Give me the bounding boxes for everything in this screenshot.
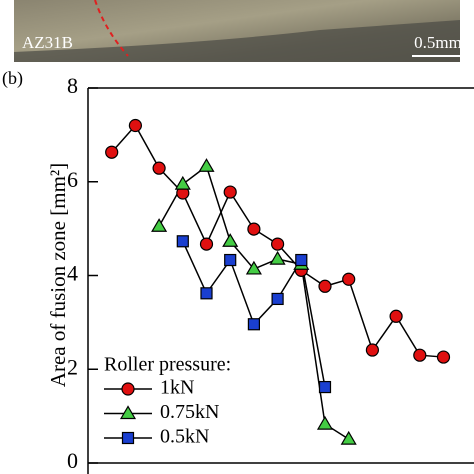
data-point bbox=[365, 343, 379, 357]
micrograph: AZ31B 0.5mm bbox=[14, 0, 462, 62]
legend-title: Roller pressure: bbox=[104, 354, 231, 376]
data-point bbox=[413, 348, 427, 362]
scale-label: 0.5mm bbox=[414, 33, 462, 52]
legend-marker bbox=[119, 405, 137, 420]
data-point bbox=[318, 380, 332, 394]
legend-label: 0.75kN bbox=[160, 401, 219, 423]
data-point bbox=[269, 250, 286, 265]
y-axis-label: Area of fusion zone [mm²] bbox=[46, 163, 70, 387]
material-label: AZ31B bbox=[22, 33, 73, 52]
data-point bbox=[200, 287, 213, 300]
data-point bbox=[271, 292, 284, 306]
y-tick-label: 6 bbox=[67, 167, 78, 192]
y-tick-label: 4 bbox=[67, 261, 78, 286]
data-point bbox=[318, 279, 332, 293]
plot-frame bbox=[87, 87, 474, 474]
panel-label: (b) bbox=[2, 68, 23, 89]
y-tick-label: 2 bbox=[67, 354, 78, 379]
legend-marker bbox=[121, 382, 135, 396]
micrograph-shade bbox=[14, 20, 460, 62]
fusion-boundary bbox=[94, 0, 129, 57]
y-tick-label: 8 bbox=[67, 73, 78, 98]
data-point bbox=[176, 235, 189, 248]
data-point bbox=[389, 309, 403, 323]
data-point bbox=[245, 260, 262, 275]
data-point bbox=[174, 175, 191, 190]
data-point bbox=[340, 430, 357, 445]
data-point bbox=[247, 318, 260, 331]
data-point bbox=[152, 161, 166, 175]
y-tick-label: 0 bbox=[67, 448, 78, 473]
data-point bbox=[436, 350, 451, 364]
data-point bbox=[198, 158, 215, 172]
data-point bbox=[128, 118, 142, 133]
legend-label: 0.5kN bbox=[160, 426, 209, 448]
data-point bbox=[151, 218, 168, 232]
data-point bbox=[316, 415, 334, 430]
data-point bbox=[271, 237, 285, 251]
data-point bbox=[199, 237, 214, 251]
data-point bbox=[342, 272, 356, 286]
legend-label: 1kN bbox=[160, 377, 194, 399]
data-point bbox=[105, 145, 119, 159]
data-point bbox=[222, 233, 239, 247]
legend-marker bbox=[121, 431, 135, 445]
data-point bbox=[224, 253, 237, 267]
data-point bbox=[223, 185, 237, 199]
data-point bbox=[247, 222, 261, 236]
data-point bbox=[295, 253, 308, 267]
